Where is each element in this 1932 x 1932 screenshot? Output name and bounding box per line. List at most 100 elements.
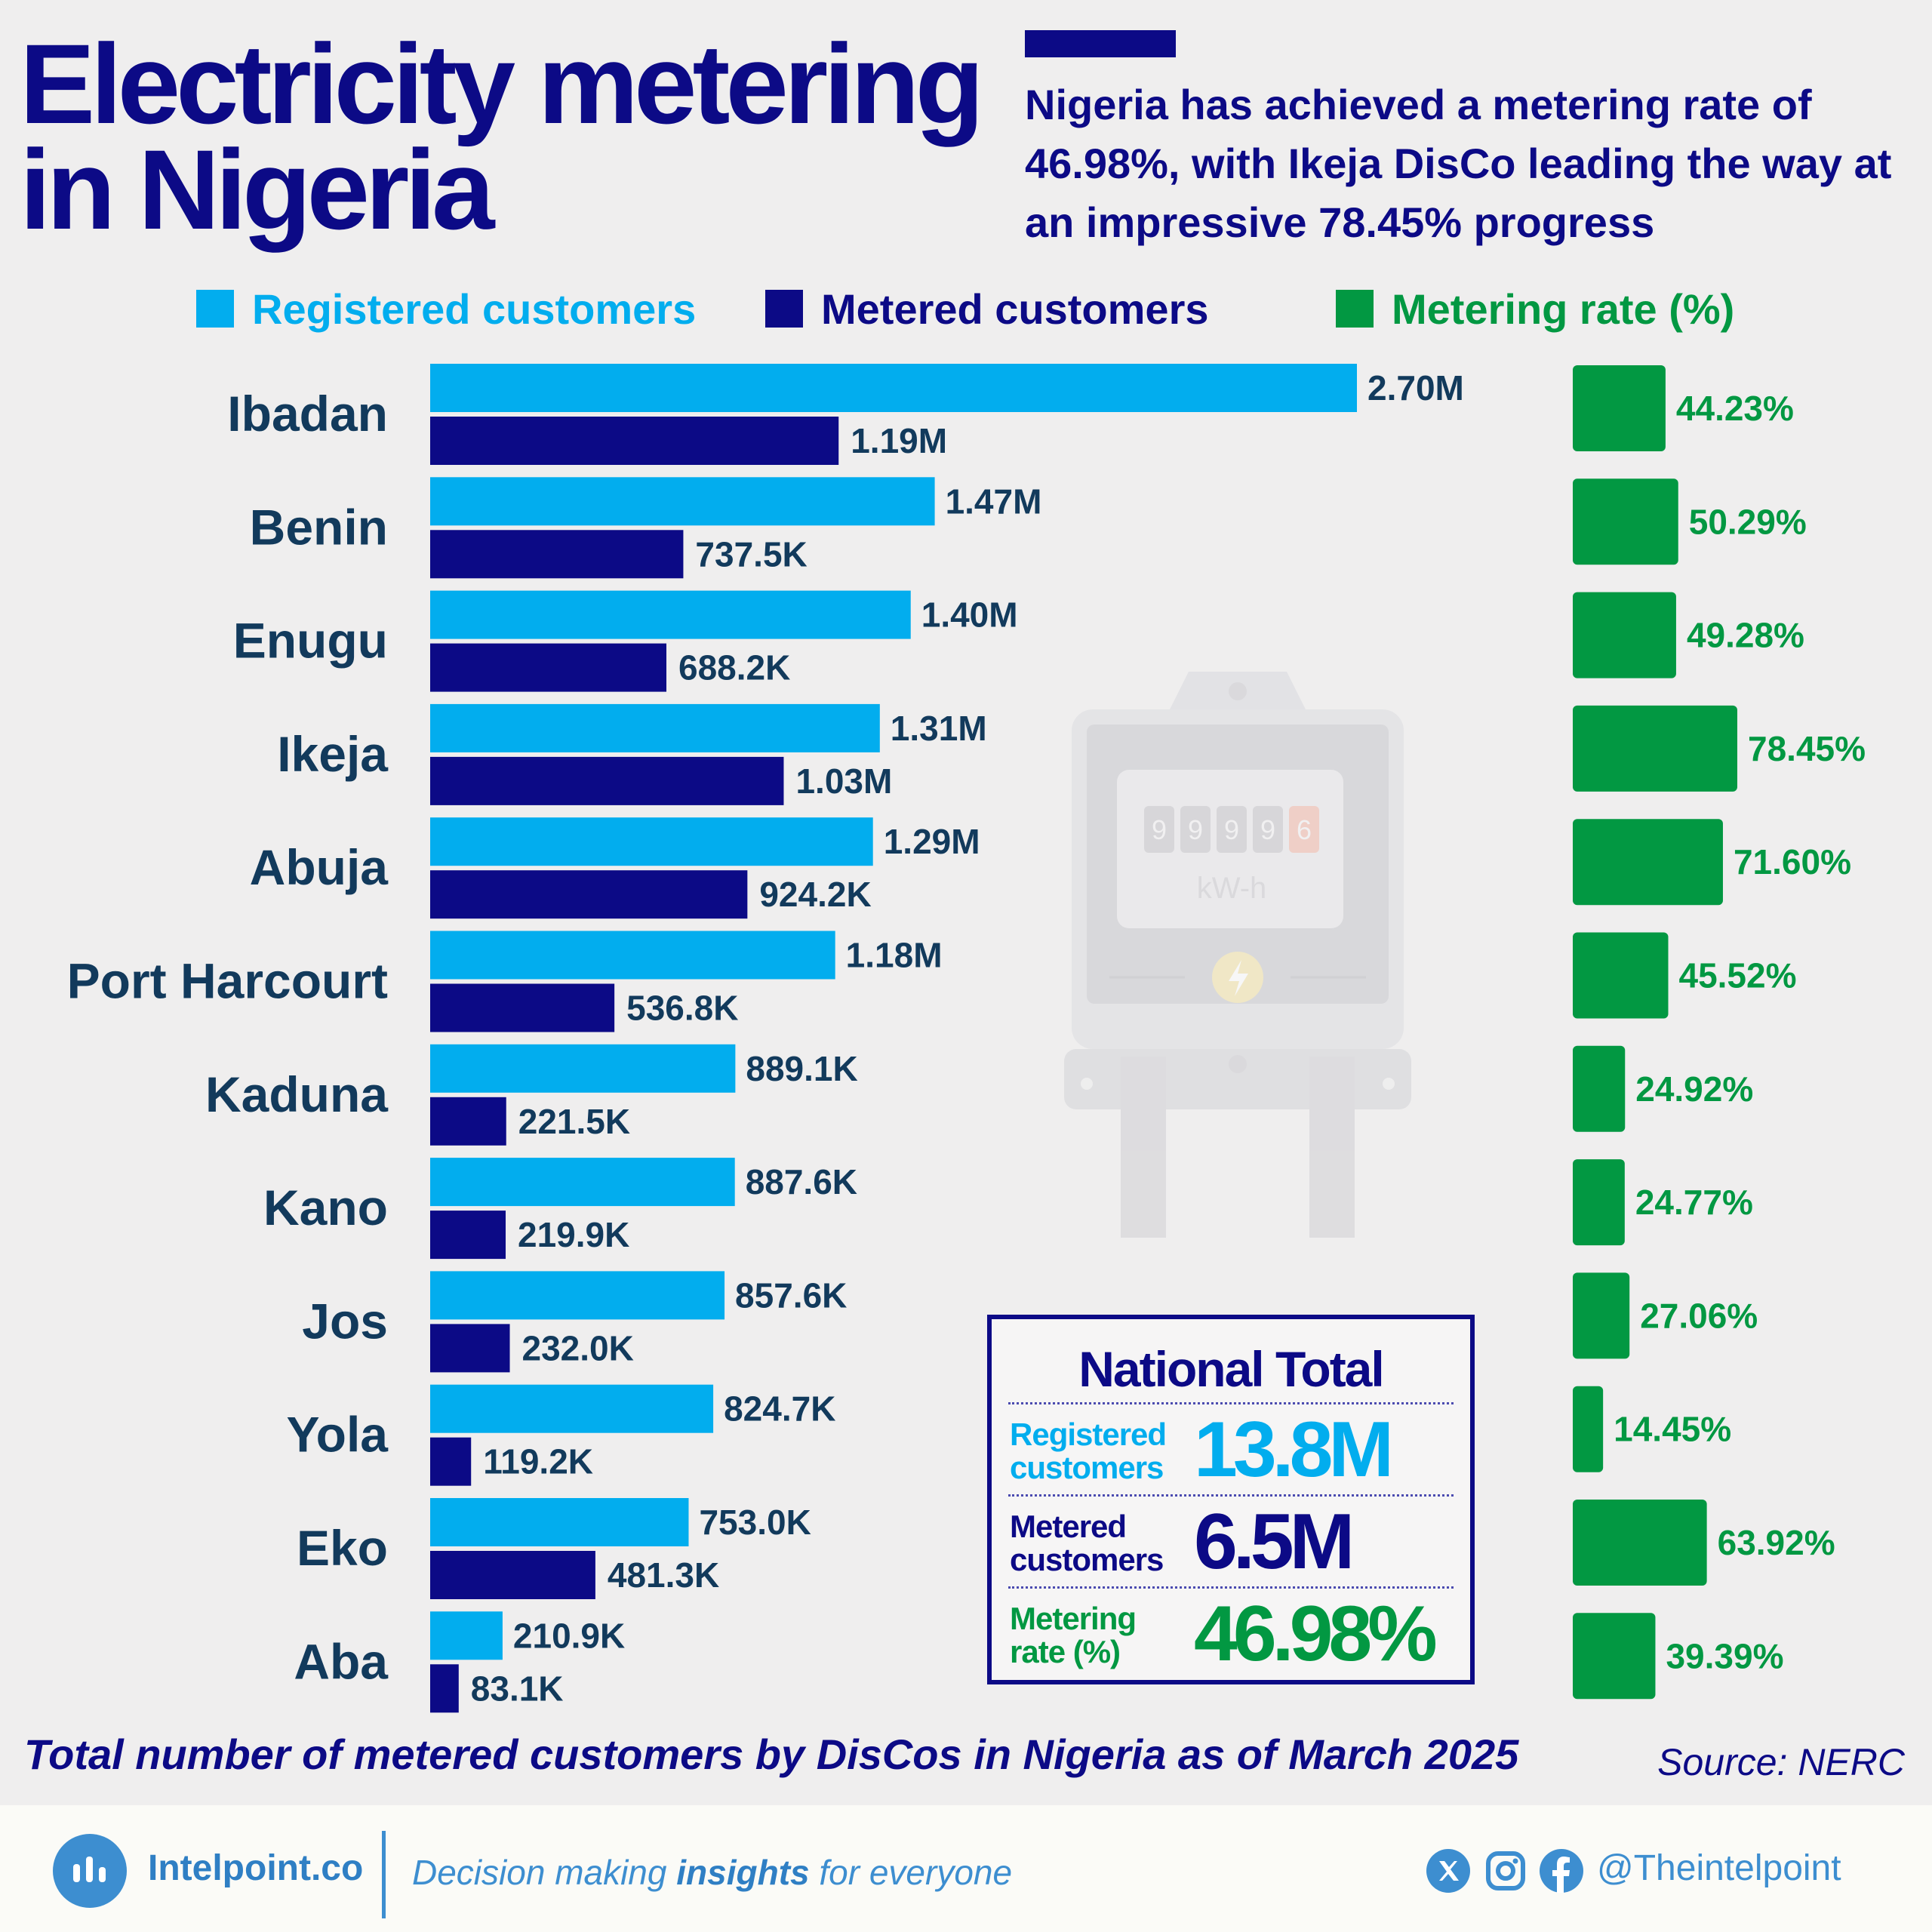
rate-value-label: 14.45%	[1614, 1410, 1731, 1449]
metered-value-label: 232.0K	[522, 1328, 634, 1367]
metered-value-label: 536.8K	[626, 989, 738, 1028]
disco-label: Jos	[302, 1293, 388, 1349]
legend-metered: Metered customers	[765, 281, 1209, 337]
rate-bar	[1573, 705, 1737, 792]
national-total-box: National Total Registered customers 13.8…	[987, 1315, 1475, 1684]
registered-value-label: 1.31M	[891, 709, 987, 748]
metered-value-label: 221.5K	[518, 1102, 630, 1141]
rate-value-label: 71.60%	[1734, 842, 1851, 881]
disco-label: Port Harcourt	[67, 953, 388, 1009]
brand-name[interactable]: Intelpoint.co	[148, 1848, 364, 1888]
electricity-meter-illustration: 9 9 9 9 6 kW-h	[1064, 672, 1411, 1238]
meter-unit: kW-h	[1197, 872, 1267, 905]
disco-label: Kano	[263, 1180, 388, 1235]
legend-label-registered: Registered customers	[252, 285, 697, 333]
metered-bar	[430, 530, 684, 579]
social-handle[interactable]: @Theintelpoint	[1597, 1848, 1841, 1888]
registered-bar	[430, 364, 1357, 412]
disco-label: Aba	[294, 1633, 389, 1689]
registered-value-label: 887.6K	[746, 1162, 857, 1201]
instagram-icon[interactable]	[1484, 1849, 1527, 1893]
metered-value-label: 1.19M	[851, 421, 947, 460]
page-title: Electricity metering in Nigeria	[20, 27, 1001, 246]
registered-bar	[430, 1611, 503, 1660]
metered-bar	[430, 643, 667, 692]
rate-bar	[1573, 1159, 1625, 1246]
registered-bar	[430, 1384, 714, 1433]
tagline-post: for everyone	[809, 1853, 1013, 1892]
metered-bar	[430, 870, 748, 919]
title-line-2: in Nigeria	[20, 125, 494, 253]
disco-label: Kaduna	[205, 1066, 389, 1122]
registered-bar	[430, 1271, 725, 1320]
rate-bar	[1573, 478, 1678, 565]
meter-digit: 9	[1224, 814, 1239, 845]
disco-label: Abuja	[250, 839, 389, 895]
facebook-icon[interactable]	[1540, 1849, 1583, 1893]
legend-swatch-rate	[1336, 290, 1374, 328]
rate-value-label: 45.52%	[1678, 956, 1796, 995]
tagline-bold: insights	[676, 1853, 810, 1892]
registered-value-label: 1.40M	[921, 595, 1018, 635]
rate-bar	[1573, 819, 1723, 906]
rate-bar	[1573, 1045, 1626, 1132]
registered-value-label: 857.6K	[735, 1275, 847, 1315]
tagline-pre: Decision making	[412, 1853, 677, 1892]
rate-value-label: 24.77%	[1635, 1183, 1753, 1222]
registered-bar	[430, 477, 935, 526]
national-metered-row: Metered customers 6.5M	[1008, 1494, 1454, 1587]
national-metered-value: 6.5M	[1194, 1498, 1355, 1586]
metered-bar	[430, 1437, 472, 1486]
registered-value-label: 824.7K	[724, 1389, 835, 1429]
rate-value-label: 78.45%	[1748, 729, 1866, 768]
national-metered-label: Metered customers	[1010, 1509, 1164, 1577]
disco-label: Benin	[250, 499, 388, 555]
subtitle: Nigeria has achieved a metering rate of …	[1025, 81, 1892, 246]
rate-value-label: 39.39%	[1666, 1636, 1783, 1675]
legend-swatch-metered	[765, 290, 803, 328]
rate-value-label: 24.92%	[1635, 1069, 1753, 1109]
national-total-title: National Total	[1078, 1341, 1384, 1397]
national-rate-label: Metering rate (%)	[1010, 1601, 1137, 1669]
metered-value-label: 119.2K	[483, 1442, 593, 1481]
legend-rate: Metering rate (%)	[1336, 281, 1734, 337]
national-rate-value: 46.98%	[1194, 1590, 1438, 1678]
registered-bar	[430, 590, 911, 639]
national-registered-value: 13.8M	[1194, 1406, 1394, 1494]
metering-chart: Ibadan 2.70M 1.19M 44.23% Benin 1.47M 737.5K 50…	[67, 364, 1866, 1713]
accent-bar	[1025, 30, 1176, 57]
metered-value-label: 688.2K	[678, 648, 790, 688]
registered-value-label: 1.18M	[846, 936, 943, 975]
metered-value-label: 219.9K	[518, 1215, 629, 1254]
footer: Intelpoint.co Decision making insights f…	[0, 1805, 1932, 1932]
metered-bar	[430, 1097, 506, 1146]
disco-label: Enugu	[233, 613, 388, 669]
metered-bar	[430, 1551, 595, 1599]
rate-value-label: 27.06%	[1640, 1296, 1758, 1335]
x-icon[interactable]	[1426, 1849, 1470, 1893]
national-registered-label: Registered customers	[1010, 1417, 1167, 1485]
meter-digit: 6	[1297, 814, 1312, 845]
legend-label-metered: Metered customers	[821, 285, 1209, 333]
registered-bar	[430, 1044, 736, 1093]
meter-digit: 9	[1260, 814, 1275, 845]
registered-value-label: 210.9K	[513, 1616, 625, 1655]
registered-value-label: 753.0K	[699, 1503, 811, 1542]
title-line-1: Electricity metering	[20, 20, 984, 147]
source-note: Source: NERC	[1657, 1741, 1905, 1783]
footer-divider	[382, 1831, 386, 1918]
tagline: Decision making insights for everyone	[412, 1852, 1012, 1893]
rate-bar	[1573, 1272, 1630, 1359]
registered-value-label: 2.70M	[1367, 368, 1464, 408]
meter-digit: 9	[1152, 814, 1167, 845]
rate-bar	[1573, 1613, 1656, 1700]
meter-digits: 9 9 9 9 6	[1144, 806, 1319, 853]
rate-value-label: 44.23%	[1676, 389, 1794, 428]
brand-logo-icon[interactable]	[53, 1834, 127, 1908]
rate-value-label: 49.28%	[1687, 616, 1804, 655]
metered-bar	[430, 983, 615, 1032]
meter-digit: 9	[1188, 814, 1203, 845]
disco-label: Ikeja	[277, 726, 389, 782]
chart-caption: Total number of metered customers by Dis…	[24, 1730, 1519, 1778]
metered-bar	[430, 1664, 459, 1713]
